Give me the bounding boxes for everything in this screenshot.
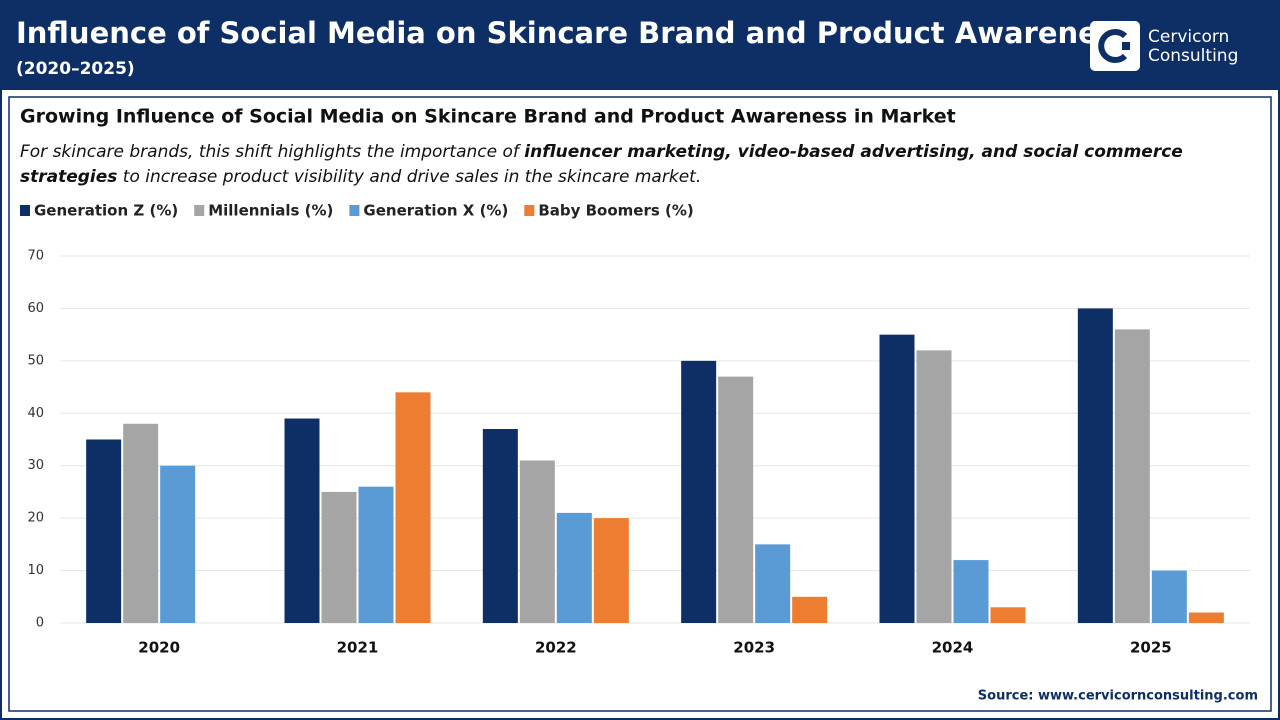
- bar: [1151, 570, 1187, 623]
- bar: [916, 350, 952, 623]
- header-title: Influence of Social Media on Skincare Br…: [16, 16, 1132, 50]
- bar: [482, 429, 518, 623]
- source: Source: www.cervicornconsulting.com: [978, 689, 1258, 704]
- header-subtitle: (2020–2025): [16, 59, 135, 79]
- y-tick-label: 50: [27, 353, 44, 368]
- bar: [1188, 612, 1224, 623]
- logo-icon-square: [1122, 42, 1130, 50]
- bar: [160, 465, 196, 623]
- bar: [321, 491, 357, 623]
- bar: [1077, 308, 1113, 623]
- logo-text: Consulting: [1148, 46, 1238, 66]
- description-text: to increase product visibility and drive…: [117, 167, 702, 187]
- description: For skincare brands, this shift highligh…: [20, 140, 1260, 190]
- header: [0, 0, 1280, 90]
- bar: [284, 418, 320, 623]
- chart-title: Growing Influence of Social Media on Ski…: [20, 106, 956, 128]
- bar: [1114, 329, 1150, 623]
- bar: [123, 423, 159, 623]
- bar: [556, 512, 592, 623]
- bar: [953, 560, 989, 623]
- bar: [718, 376, 754, 623]
- bar: [681, 360, 717, 623]
- bar: [792, 596, 828, 623]
- y-tick-label: 0: [36, 616, 44, 631]
- x-tick-label: 2025: [1130, 639, 1172, 657]
- x-tick-label: 2023: [733, 639, 775, 657]
- y-tick-label: 20: [27, 511, 44, 526]
- logo-icon: [1098, 29, 1128, 63]
- bar: [395, 392, 431, 623]
- bar: [358, 486, 394, 623]
- y-tick-label: 30: [27, 458, 44, 473]
- legend-swatch: [349, 205, 360, 216]
- legend-label: Generation Z (%): [34, 202, 178, 220]
- legend-label: Millennials (%): [208, 202, 333, 220]
- bar: [755, 544, 791, 623]
- legend-label: Baby Boomers (%): [538, 202, 693, 220]
- description-text: For skincare brands, this shift highligh…: [20, 142, 525, 162]
- bar: [519, 460, 555, 623]
- x-tick-label: 2021: [337, 639, 379, 657]
- bar: [86, 439, 122, 623]
- legend-swatch: [194, 205, 205, 216]
- y-tick-label: 40: [27, 406, 44, 421]
- bar: [879, 334, 915, 623]
- y-tick-label: 10: [27, 563, 44, 578]
- y-tick-label: 70: [27, 249, 44, 264]
- panel-border: [8, 96, 1272, 712]
- bar: [593, 518, 629, 623]
- x-tick-label: 2020: [138, 639, 180, 657]
- logo-text: Cervicorn: [1148, 27, 1229, 47]
- x-tick-label: 2022: [535, 639, 577, 657]
- y-tick-label: 60: [27, 301, 44, 316]
- x-tick-label: 2024: [932, 639, 974, 657]
- logo-box: [1090, 21, 1140, 71]
- bar: [990, 607, 1026, 623]
- description-bold: influencer marketing, video-based advert…: [20, 142, 1183, 187]
- legend-swatch: [524, 205, 535, 216]
- legend-label: Generation X (%): [363, 202, 508, 220]
- legend-swatch: [20, 205, 30, 216]
